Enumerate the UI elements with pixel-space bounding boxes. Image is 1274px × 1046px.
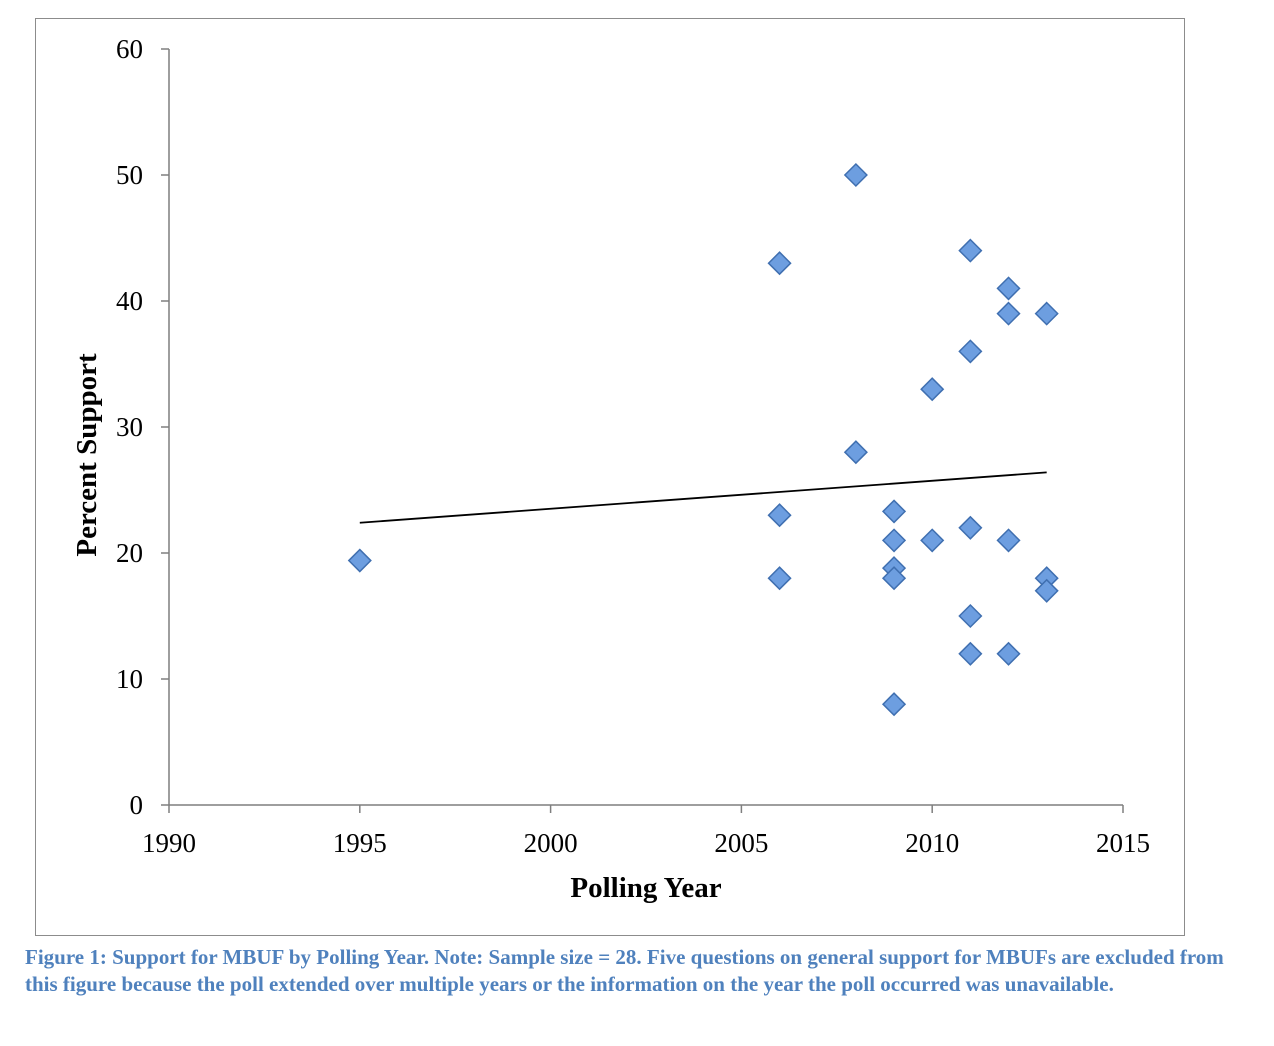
data-point [881, 566, 907, 591]
trendline [359, 471, 1047, 524]
data-point [881, 528, 907, 553]
y-tick-label: 0 [130, 790, 144, 820]
x-tick-label: 2015 [1096, 828, 1150, 858]
data-point [347, 548, 372, 573]
x-tick-label: 2005 [714, 828, 768, 858]
data-point [1034, 301, 1059, 326]
data-point [958, 603, 983, 629]
data-point [1034, 578, 1059, 603]
data-point [996, 528, 1021, 553]
data-point [920, 528, 945, 553]
figure-caption: Figure 1: Support for MBUF by Polling Ye… [25, 945, 1224, 996]
y-axis-title: Percent Support [71, 353, 103, 557]
chart-frame: 0 10 20 30 40 50 60 1990 1995 2000 2005 2010 2015 Po… [35, 18, 1185, 936]
data-point [958, 641, 983, 666]
y-tick-label: 40 [116, 286, 143, 316]
x-axis-title: Polling Year [570, 872, 721, 904]
axes [168, 49, 1123, 806]
data-point [996, 301, 1021, 326]
data-point [767, 503, 792, 528]
data-point [767, 566, 792, 591]
scatter-chart: 0 10 20 30 40 50 60 1990 1995 2000 2005 2010 2015 Po… [71, 34, 1150, 904]
x-tick-label: 1990 [142, 828, 196, 858]
y-tick-label: 20 [116, 538, 143, 568]
x-tick-label: 2010 [905, 828, 959, 858]
y-tick-label: 10 [116, 664, 143, 694]
axis-ticks: 0 10 20 30 40 50 60 1990 1995 2000 2005 2010 2015 [116, 34, 1150, 858]
data-point [881, 499, 907, 524]
data-point [767, 251, 792, 276]
data-point [958, 238, 983, 263]
data-point [996, 641, 1021, 666]
trendline-group [359, 471, 1047, 524]
y-tick-label: 60 [116, 34, 143, 64]
data-point [881, 692, 907, 717]
data-point [843, 162, 868, 188]
data-point [843, 440, 868, 465]
x-tick-label: 1995 [333, 828, 387, 858]
x-tick-label: 2000 [524, 828, 578, 858]
y-tick-label: 50 [116, 160, 143, 190]
data-point [920, 377, 945, 402]
data-point [958, 515, 983, 540]
data-point [958, 339, 983, 364]
data-point [996, 276, 1021, 301]
y-tick-label: 30 [116, 412, 143, 442]
data-points [347, 162, 1059, 717]
